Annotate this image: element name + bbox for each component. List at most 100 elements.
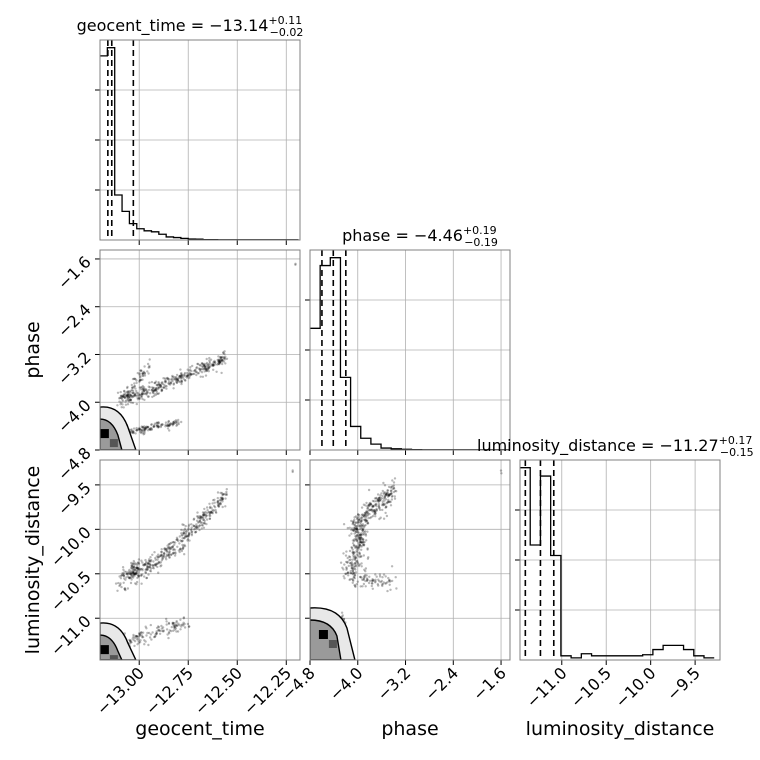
sample-point — [132, 431, 135, 434]
sample-point — [156, 392, 160, 396]
sample-point — [363, 513, 366, 517]
sample-point — [142, 392, 145, 396]
sample-point — [144, 568, 147, 572]
sample-point — [157, 555, 160, 559]
sample-point — [136, 635, 139, 638]
sample-point — [123, 395, 127, 399]
sample-point — [209, 365, 212, 368]
sample-point — [182, 531, 186, 535]
sample-point — [155, 555, 158, 558]
sample-point — [359, 523, 362, 526]
sample-point — [128, 577, 131, 580]
sample-point — [169, 381, 172, 385]
sample-point — [129, 640, 132, 643]
sample-point — [359, 575, 362, 579]
sample-point — [142, 374, 145, 378]
sample-point — [225, 488, 228, 491]
sample-point — [135, 567, 138, 570]
sample-point — [218, 360, 221, 364]
sample-point — [182, 529, 185, 532]
sample-point — [179, 628, 182, 631]
sample-point — [358, 553, 362, 556]
sample-point — [366, 547, 369, 550]
sample-point — [175, 420, 178, 423]
sample-point — [140, 573, 144, 576]
sample-point — [174, 627, 178, 630]
sample-point — [198, 515, 202, 518]
sample-point — [133, 636, 136, 640]
sample-point — [208, 360, 211, 364]
sample-point — [206, 367, 209, 371]
sample-point — [180, 376, 183, 379]
sample-point — [186, 375, 189, 378]
sample-point — [352, 539, 356, 543]
sample-point — [119, 390, 122, 394]
sample-point — [213, 506, 217, 509]
sample-point — [119, 394, 123, 397]
sample-point — [157, 425, 160, 428]
ylabel-luminosity-distance: luminosity_distance — [22, 466, 44, 655]
sample-point — [171, 552, 175, 555]
sample-point — [358, 551, 361, 554]
sample-point — [363, 543, 366, 547]
sample-point — [374, 573, 377, 576]
sample-point — [371, 504, 375, 507]
sample-point — [182, 545, 185, 548]
sample-point — [157, 422, 160, 425]
sample-point — [160, 553, 164, 556]
sample-point — [141, 563, 145, 567]
sample-point — [135, 635, 138, 639]
title-geocent_time: geocent_time = −13.14+0.11 −0.02 — [77, 14, 304, 39]
sample-point — [131, 401, 135, 405]
sample-point — [349, 569, 352, 573]
sample-point — [217, 505, 221, 508]
sample-point — [374, 515, 377, 518]
sample-point — [146, 426, 150, 429]
sample-point — [220, 371, 223, 375]
sample-point — [222, 360, 226, 363]
sample-point — [188, 539, 191, 542]
sample-point — [132, 572, 135, 575]
sample-point — [135, 571, 138, 575]
contour-peak — [100, 429, 109, 439]
sample-point — [120, 394, 123, 398]
sample-point — [174, 623, 177, 627]
sample-point — [378, 496, 381, 499]
sample-point — [122, 393, 126, 397]
sample-point — [156, 383, 160, 387]
sample-point — [132, 394, 135, 397]
sample-point — [140, 559, 143, 562]
sample-point — [357, 545, 360, 548]
sample-point — [127, 572, 131, 576]
sample-point — [357, 513, 360, 516]
scatter-panel-luminosity_distance-vs-phase: −4.8 −4.0 −3.2 −2.4 −1.6 — [278, 460, 510, 704]
sample-point — [180, 372, 183, 376]
sample-point — [173, 628, 176, 631]
sample-point — [157, 556, 160, 559]
sample-point — [126, 393, 130, 396]
sample-point — [356, 546, 360, 550]
sample-point — [169, 542, 172, 545]
sample-point — [128, 572, 132, 576]
sample-point — [201, 362, 204, 365]
sample-point — [342, 575, 345, 578]
sample-point — [208, 362, 211, 365]
sample-point — [181, 543, 184, 547]
sample-point — [150, 388, 154, 392]
sample-point — [135, 389, 138, 393]
sample-point — [157, 561, 160, 564]
sample-point — [182, 536, 186, 540]
sample-point — [132, 570, 135, 573]
sample-point — [360, 519, 363, 523]
sample-point — [180, 380, 183, 383]
sample-point — [221, 496, 224, 499]
sample-point — [118, 397, 121, 400]
sample-point — [211, 508, 214, 512]
sample-point — [135, 429, 138, 432]
sample-point — [135, 391, 138, 395]
sample-point — [355, 534, 358, 537]
sample-point — [131, 564, 134, 568]
sample-point — [144, 427, 148, 430]
s1-yticklabel-3: −11.0 — [47, 612, 95, 660]
sample-point — [131, 565, 134, 569]
